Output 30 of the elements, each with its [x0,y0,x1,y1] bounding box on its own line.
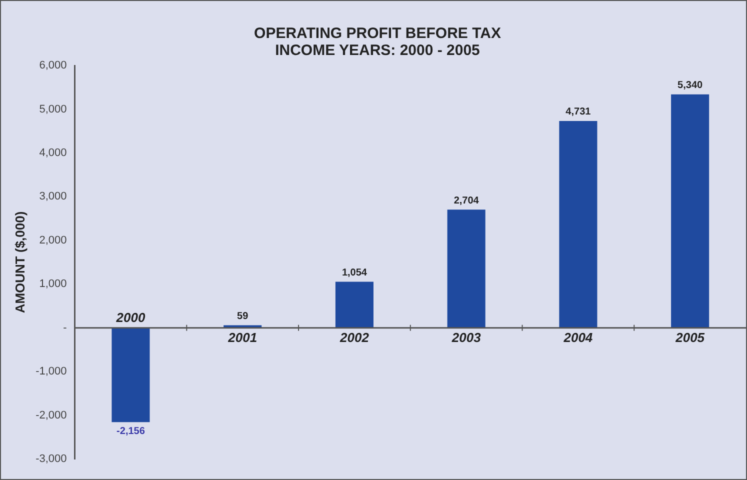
bar [112,328,150,422]
text: OPERATING PROFIT BEFORE TAX [254,24,501,42]
x-tick-label: 2001 [227,330,258,345]
y-tick-label: -1,000 [36,366,67,378]
bar [447,210,486,328]
y-tick-label: - [63,322,68,334]
y-tick-label: 1,000 [39,278,67,290]
bar [559,120,598,328]
data-label: 4,731 [566,106,592,118]
x-tick-label: 2005 [674,330,706,345]
x-tick-label: 2002 [339,330,370,345]
y-tick-label: 2,000 [39,234,67,246]
x-tick-label: 2000 [115,310,146,325]
y-tick-label: 5,000 [39,103,67,116]
bar [335,282,374,328]
data-label: 1,054 [342,268,368,278]
y-axis-title: AMOUNT ($,000) [12,211,28,314]
x-tick-label: 2003 [450,330,482,345]
text: INCOME YEARS: 2000 - 2005 [275,42,480,60]
data-label: -2,156 [116,426,146,437]
x-tick-label: 2004 [562,330,594,345]
y-tick-label: 4,000 [39,146,67,159]
y-tick-label: -2,000 [36,409,67,422]
y-tick-label: 3,000 [39,190,67,203]
data-label: 5,340 [678,80,704,92]
y-tick-label: -3,000 [36,453,67,466]
data-label: 59 [237,311,249,322]
y-tick-label: 6,000 [39,60,67,72]
data-label: 2,704 [454,195,480,206]
bar [671,94,710,328]
